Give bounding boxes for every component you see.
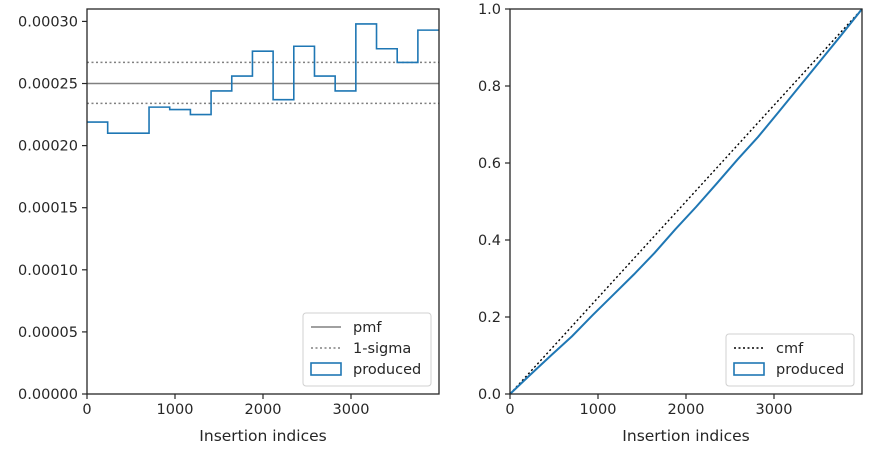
x-tick-label: 0 xyxy=(82,402,91,418)
legend-label-produced: produced xyxy=(776,362,844,378)
legend-label-cmf: cmf xyxy=(776,341,804,357)
produced-histogram-step xyxy=(87,23,439,134)
legend-label-produced: produced xyxy=(353,362,421,378)
legend: pmf 1-sigma produced xyxy=(302,312,432,387)
legend-box xyxy=(725,333,855,387)
x-tick-label: 1000 xyxy=(157,402,194,418)
y-tick-label: 0.8 xyxy=(478,79,501,95)
x-axis-label: Insertion indices xyxy=(199,427,326,445)
legend-handle-produced xyxy=(310,362,342,376)
legend-box xyxy=(302,312,432,387)
y-tick-label: 0.00015 xyxy=(18,201,78,217)
cmf-line xyxy=(509,8,863,395)
produced-line xyxy=(509,8,863,395)
x-tick-label: 2000 xyxy=(245,402,282,418)
y-tick-label: 0.00005 xyxy=(18,325,78,341)
y-tick-label: 0.00030 xyxy=(18,14,78,30)
y-tick-label: 0.0 xyxy=(478,387,501,403)
x-axis-label: Insertion indices xyxy=(622,427,749,445)
y-tick-label: 1.0 xyxy=(478,2,501,18)
y-tick-label: 0.2 xyxy=(478,310,501,326)
legend-label-pmf: pmf xyxy=(353,320,382,336)
legend-handle-produced xyxy=(733,362,765,376)
x-tick-label: 3000 xyxy=(333,402,370,418)
x-tick-label: 2000 xyxy=(668,402,705,418)
right-chart-panel: 0 1000 2000 3000 0.0 0.2 0.4 0.6 0.8 1.0 Insertion… xyxy=(478,2,863,445)
legend: cmf produced xyxy=(725,333,855,387)
x-tick-label: 0 xyxy=(505,402,514,418)
legend-label-1-sigma: 1-sigma xyxy=(353,341,411,357)
y-tick-label: 0.6 xyxy=(478,156,501,172)
x-tick-label: 3000 xyxy=(756,402,793,418)
y-tick-label: 0.00020 xyxy=(18,139,78,155)
x-tick-label: 1000 xyxy=(580,402,617,418)
y-tick-label: 0.4 xyxy=(478,233,501,249)
y-tick-label: 0.00000 xyxy=(18,387,78,403)
left-chart-panel: 0 1000 2000 3000 0.00000 0.00005 0.00010 0.0001… xyxy=(18,8,440,445)
y-tick-label: 0.00025 xyxy=(18,77,78,93)
y-tick-label: 0.00010 xyxy=(18,263,78,279)
